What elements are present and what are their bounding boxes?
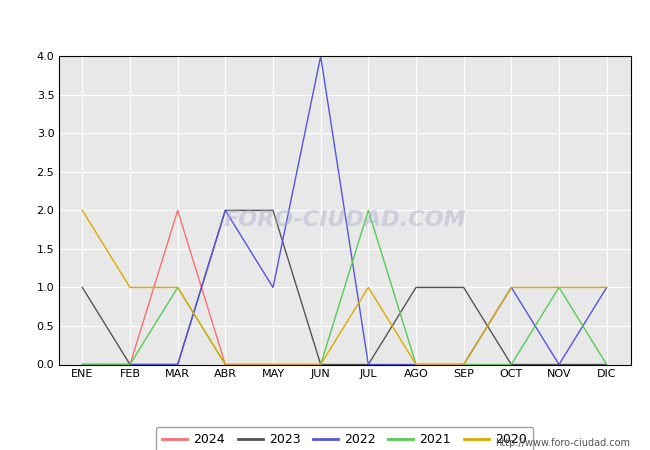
Legend: 2024, 2023, 2022, 2021, 2020: 2024, 2023, 2022, 2021, 2020 — [156, 427, 533, 450]
Text: http://www.foro-ciudad.com: http://www.foro-ciudad.com — [495, 438, 630, 448]
Text: Matriculaciones de Vehículos en Foixà: Matriculaciones de Vehículos en Foixà — [168, 12, 482, 31]
Text: FORO-CIUDAD.COM: FORO-CIUDAD.COM — [223, 210, 466, 230]
